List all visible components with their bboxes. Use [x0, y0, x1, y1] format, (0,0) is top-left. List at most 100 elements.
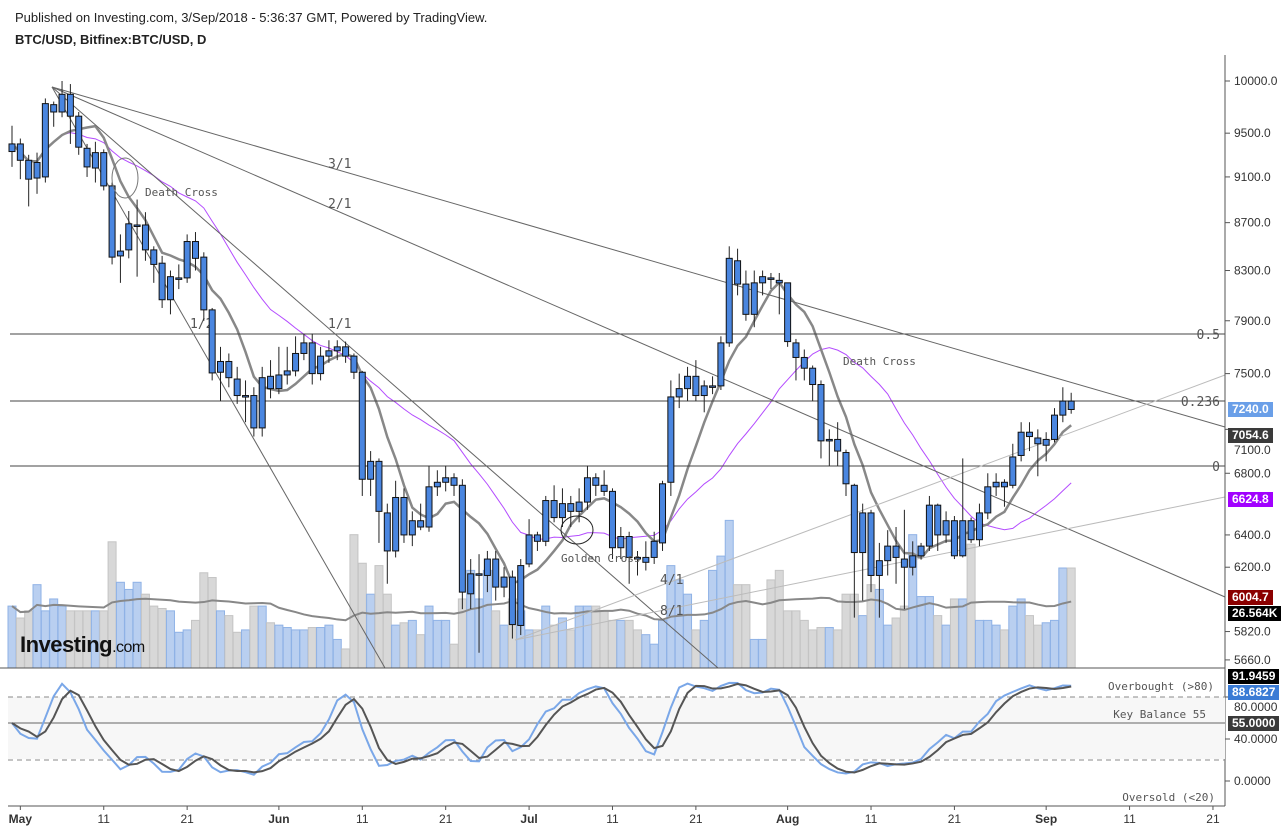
candle[interactable]: [650, 531, 658, 564]
candle[interactable]: [150, 246, 158, 283]
candle[interactable]: [125, 211, 133, 259]
candle[interactable]: [458, 479, 466, 610]
candle[interactable]: [400, 488, 408, 543]
candle[interactable]: [50, 101, 58, 127]
candle[interactable]: [550, 485, 558, 523]
candle[interactable]: [800, 349, 808, 381]
fan-line-1-2[interactable]: [51, 86, 386, 669]
candle[interactable]: [533, 531, 541, 551]
candle[interactable]: [984, 473, 992, 520]
candle[interactable]: [225, 353, 233, 388]
candle[interactable]: [608, 488, 616, 560]
candle[interactable]: [892, 527, 900, 584]
candle[interactable]: [342, 341, 350, 363]
candle[interactable]: [825, 429, 833, 466]
candle[interactable]: [108, 182, 116, 265]
candle[interactable]: [292, 336, 300, 377]
candle[interactable]: [734, 248, 742, 296]
candle[interactable]: [1017, 422, 1025, 462]
candle[interactable]: [508, 570, 516, 639]
candle[interactable]: [1042, 432, 1050, 462]
candle[interactable]: [592, 473, 600, 496]
candle[interactable]: [850, 483, 858, 618]
candle[interactable]: [141, 212, 149, 261]
candle[interactable]: [367, 451, 375, 496]
candle[interactable]: [358, 370, 366, 496]
candle[interactable]: [742, 270, 750, 321]
candle[interactable]: [1067, 392, 1075, 414]
candle[interactable]: [834, 422, 842, 466]
candle[interactable]: [975, 503, 983, 547]
candle[interactable]: [500, 567, 508, 598]
candle[interactable]: [433, 470, 441, 496]
candle[interactable]: [58, 81, 66, 118]
candle[interactable]: [692, 360, 700, 402]
candle[interactable]: [1059, 387, 1067, 423]
candle[interactable]: [684, 366, 692, 402]
candle[interactable]: [567, 495, 575, 528]
candle[interactable]: [634, 550, 641, 576]
candle[interactable]: [383, 503, 391, 584]
candle[interactable]: [542, 495, 550, 547]
candle[interactable]: [66, 84, 74, 144]
candle[interactable]: [575, 488, 583, 523]
candle[interactable]: [200, 252, 208, 321]
fan-line-1-1[interactable]: [51, 86, 719, 669]
candle[interactable]: [1009, 443, 1017, 489]
candle[interactable]: [759, 270, 767, 296]
candle[interactable]: [16, 138, 24, 180]
candle[interactable]: [950, 516, 958, 560]
candle[interactable]: [525, 519, 533, 568]
candle[interactable]: [75, 111, 83, 155]
candle[interactable]: [1025, 422, 1033, 452]
candle[interactable]: [283, 346, 291, 385]
candle[interactable]: [942, 511, 950, 543]
candle[interactable]: [558, 488, 566, 528]
candle[interactable]: [792, 338, 800, 381]
candle[interactable]: [8, 125, 16, 167]
candle[interactable]: [83, 143, 91, 177]
candle[interactable]: [191, 232, 199, 271]
candle[interactable]: [817, 380, 825, 459]
candle[interactable]: [175, 264, 183, 290]
candle[interactable]: [517, 559, 525, 636]
candle[interactable]: [483, 550, 491, 593]
candle[interactable]: [1051, 408, 1058, 443]
candle[interactable]: [909, 541, 917, 576]
candle[interactable]: [116, 234, 124, 283]
candle[interactable]: [425, 465, 433, 532]
candle[interactable]: [350, 353, 358, 380]
candle[interactable]: [959, 458, 967, 558]
candle[interactable]: [750, 270, 758, 328]
candle[interactable]: [700, 380, 708, 413]
candle[interactable]: [725, 246, 733, 347]
candle[interactable]: [91, 141, 99, 183]
candle[interactable]: [375, 458, 383, 543]
candle[interactable]: [408, 511, 416, 547]
candle[interactable]: [767, 272, 775, 290]
candle[interactable]: [809, 365, 817, 402]
candle[interactable]: [41, 98, 49, 183]
candle[interactable]: [242, 380, 250, 423]
candle[interactable]: [867, 509, 875, 593]
candle[interactable]: [1034, 429, 1042, 477]
candle[interactable]: [392, 480, 400, 558]
candle[interactable]: [875, 542, 883, 618]
candle[interactable]: [475, 554, 483, 653]
fan-line-4-1[interactable]: [514, 374, 1226, 641]
candle[interactable]: [208, 307, 216, 381]
candle[interactable]: [859, 503, 867, 601]
candle[interactable]: [442, 465, 450, 492]
candle[interactable]: [333, 340, 341, 361]
candle[interactable]: [709, 376, 717, 395]
candle[interactable]: [492, 550, 500, 601]
candle[interactable]: [775, 272, 783, 315]
candle[interactable]: [717, 336, 725, 391]
candle[interactable]: [233, 366, 241, 404]
candle[interactable]: [583, 465, 591, 510]
candle[interactable]: [467, 559, 475, 610]
candle[interactable]: [217, 346, 224, 402]
candle[interactable]: [25, 154, 33, 207]
candle[interactable]: [133, 199, 141, 277]
